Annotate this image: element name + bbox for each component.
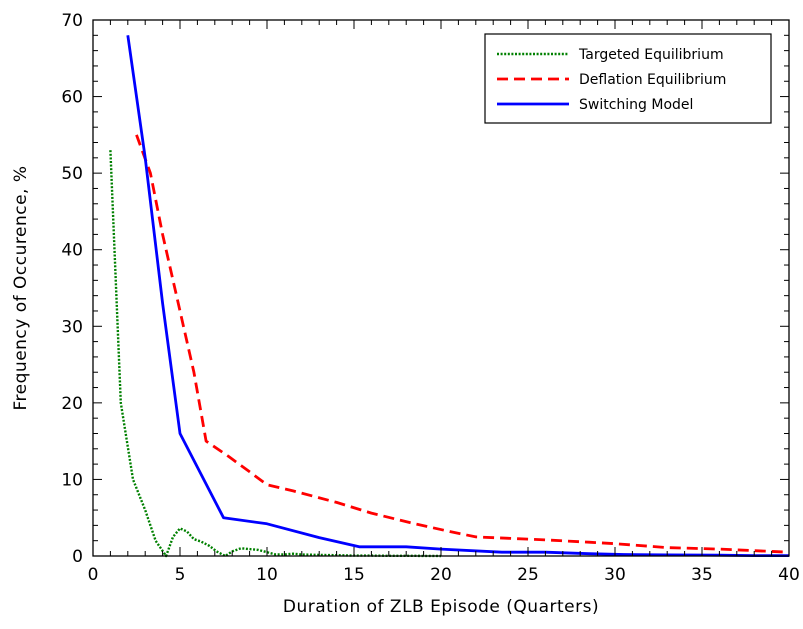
x-tick-label: 15 bbox=[343, 565, 365, 585]
x-axis-ticks: 0 5 10 15 20 25 30 35 40 bbox=[88, 20, 800, 585]
y-tick-label: 30 bbox=[61, 317, 83, 337]
x-tick-label: 25 bbox=[517, 565, 539, 585]
x-tick-label: 30 bbox=[604, 565, 626, 585]
y-tick-label: 40 bbox=[61, 241, 83, 261]
y-tick-label: 50 bbox=[61, 164, 83, 184]
x-tick-label: 0 bbox=[88, 565, 99, 585]
x-tick-label: 40 bbox=[778, 565, 800, 585]
x-tick-label: 35 bbox=[691, 565, 713, 585]
legend-label-0: Targeted Equilibrium bbox=[578, 47, 724, 63]
legend-label-1: Deflation Equilibrium bbox=[579, 72, 726, 88]
x-axis-title: Duration of ZLB Episode (Quarters) bbox=[283, 597, 599, 617]
series-line-0 bbox=[109, 150, 442, 558]
series-line-2 bbox=[126, 35, 789, 557]
y-tick-label: 20 bbox=[61, 394, 83, 414]
y-axis-title: Frequency of Occurence, % bbox=[11, 166, 31, 411]
y-tick-label: 70 bbox=[61, 11, 83, 31]
y-tick-label: 60 bbox=[61, 88, 83, 108]
x-tick-label: 10 bbox=[256, 565, 278, 585]
legend-label-2: Switching Model bbox=[579, 97, 693, 113]
y-tick-label: 0 bbox=[72, 547, 83, 567]
x-tick-label: 20 bbox=[430, 565, 452, 585]
y-axis-ticks: 0 10 20 30 40 50 60 70 bbox=[61, 11, 789, 567]
series-line-1 bbox=[135, 134, 790, 554]
legend: Targeted Equilibrium Deflation Equilibriu… bbox=[484, 33, 772, 124]
x-tick-label: 5 bbox=[175, 565, 186, 585]
y-tick-label: 10 bbox=[61, 470, 83, 490]
